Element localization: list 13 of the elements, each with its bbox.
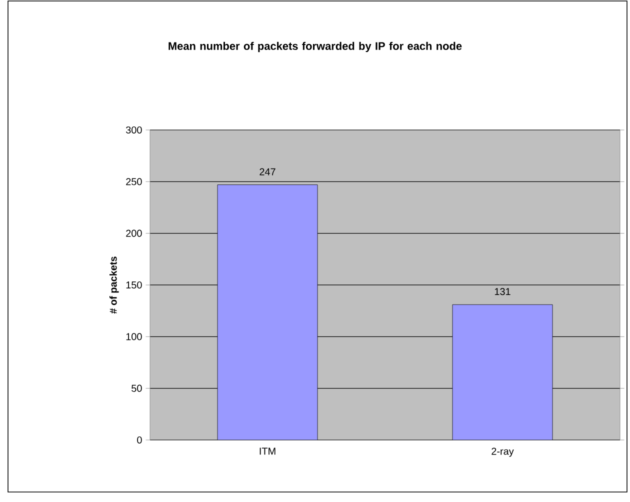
x-tick-label: 2-ray [492, 448, 514, 457]
y-tick-label: 200 [126, 230, 142, 237]
data-label: 131 [494, 288, 510, 296]
y-tick-label: 150 [126, 281, 142, 289]
y-tick-label: 100 [126, 333, 142, 340]
y-tick-label: 50 [132, 384, 142, 392]
y-axis-title: # of packets [109, 256, 119, 314]
y-tick-label: 0 [137, 436, 142, 444]
data-label: 247 [260, 168, 276, 176]
chart-title: Mean number of packets forwarded by IP for each node [168, 42, 462, 52]
x-tick-label: ITM [260, 448, 276, 455]
y-tick-label: 250 [126, 178, 142, 186]
y-tick-label: 300 [126, 126, 142, 134]
